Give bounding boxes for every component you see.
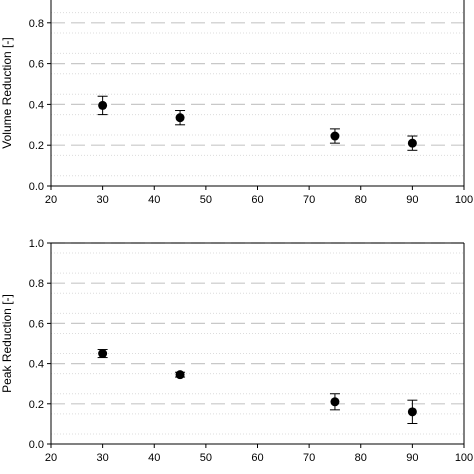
x-tick-label: 100 (455, 452, 473, 464)
data-point (330, 397, 340, 407)
x-tick-label: 40 (148, 452, 160, 464)
x-tick-label: 50 (200, 452, 212, 464)
x-tick-label: 20 (45, 194, 57, 206)
y-tick-label: 0.0 (29, 439, 44, 451)
x-tick-label: 90 (406, 194, 418, 206)
y-tick-label: 0.8 (29, 278, 44, 290)
data-point (98, 349, 108, 359)
y-axis-title: Volume Reduction [-] (0, 37, 14, 148)
y-tick-label: 0.8 (29, 18, 44, 30)
panel-2: 20 30 40 50 60 70 80 90 100 0.0 0.2 0.4 0.6 0.8 1.0 Pea… (0, 238, 473, 464)
x-tick-label: 60 (251, 452, 263, 464)
x-tick-label: 70 (303, 452, 315, 464)
x-tick-label: 20 (45, 452, 57, 464)
x-tick-label: 80 (355, 194, 367, 206)
x-tick-label: 30 (97, 452, 109, 464)
data-point (407, 138, 417, 148)
y-tick-label: 0.2 (29, 140, 44, 152)
y-tick-label: 0.4 (29, 99, 44, 111)
data-point (175, 113, 185, 123)
y-tick-label: 1.0 (29, 238, 44, 250)
data-point (407, 407, 417, 417)
data-point (175, 370, 185, 380)
x-tick-label: 70 (303, 194, 315, 206)
x-tick-label: 50 (200, 194, 212, 206)
y-tick-label: 0.4 (29, 359, 44, 371)
y-tick-label: 0.6 (29, 59, 44, 71)
x-tick-label: 90 (406, 452, 418, 464)
x-tick-label: 30 (97, 194, 109, 206)
y-tick-label: 0.6 (29, 318, 44, 330)
x-tick-label: 100 (455, 194, 473, 206)
y-tick-label: 0.2 (29, 399, 44, 411)
y-axis-title: Peak Reduction [-] (0, 294, 14, 393)
x-tick-label: 60 (251, 194, 263, 206)
x-tick-label: 40 (148, 194, 160, 206)
y-tick-label: 0.0 (29, 181, 44, 193)
panel-1: 20 30 40 50 60 70 80 90 100 0.0 0.2 0.4 0.6 0.8 Volume… (0, 0, 473, 206)
data-point (98, 100, 108, 110)
x-tick-label: 80 (355, 452, 367, 464)
data-point (330, 131, 340, 141)
